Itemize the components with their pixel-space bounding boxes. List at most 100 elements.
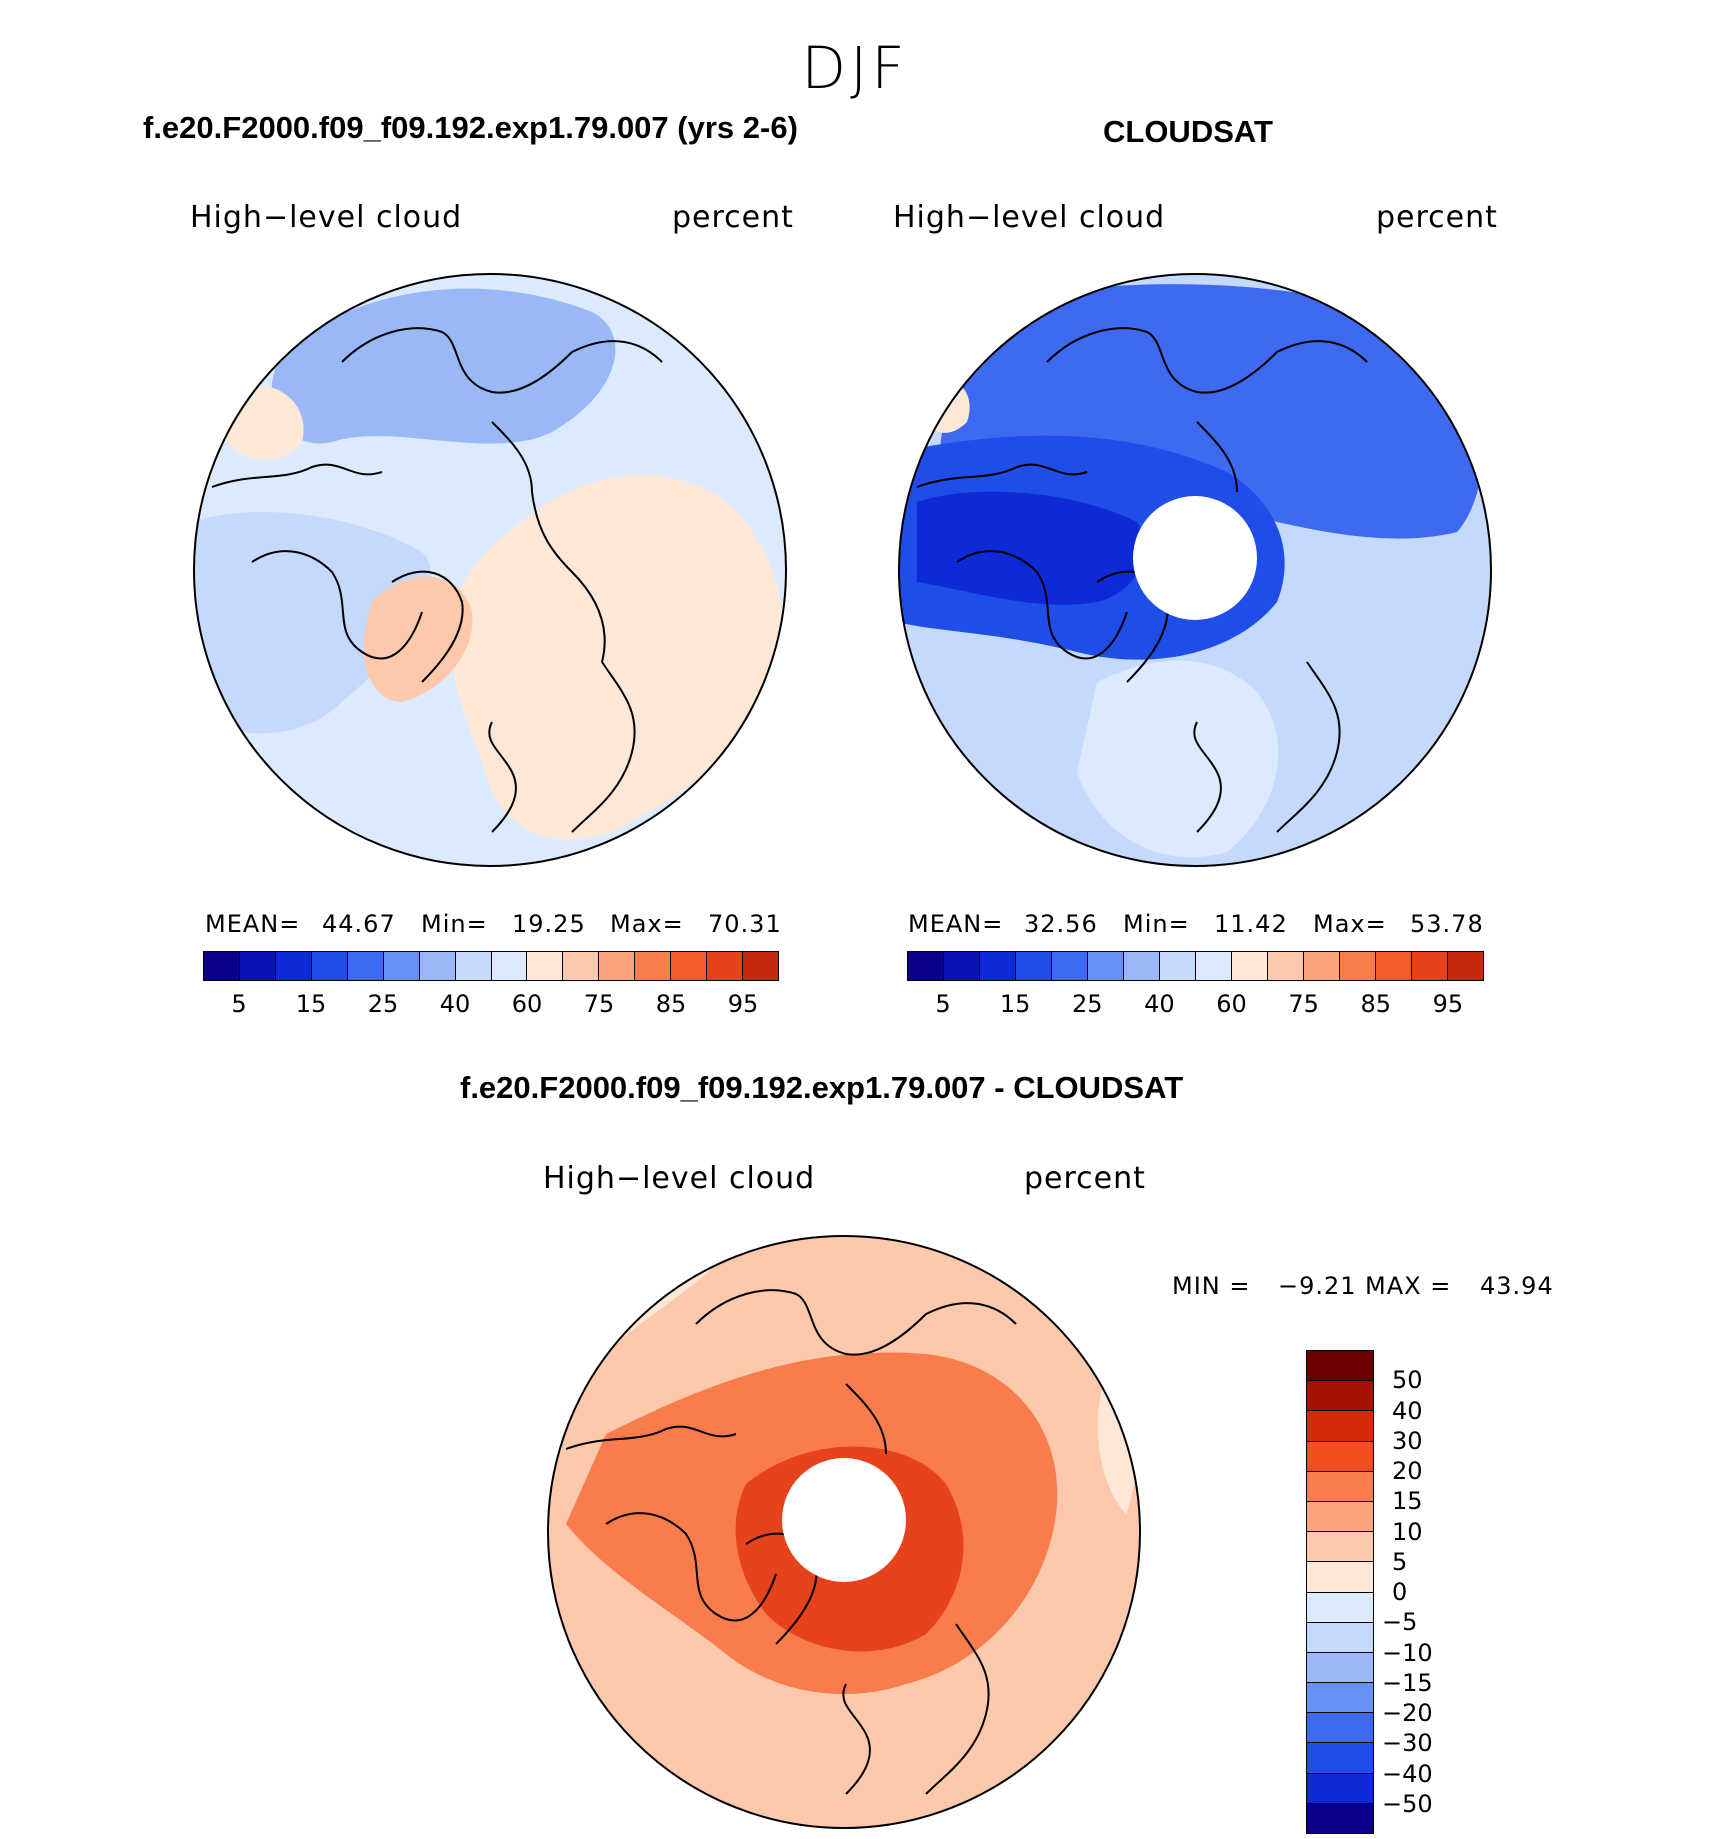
diff-variable-label: High−level cloud	[543, 1161, 816, 1196]
colorbar-swatch	[275, 952, 312, 980]
colorbar-tick-label: 60	[1216, 990, 1247, 1018]
colorbar-tick-label: 95	[1432, 990, 1464, 1018]
model-mean-label: MEAN=	[205, 910, 301, 938]
obs-colorbar	[907, 951, 1484, 981]
obs-min-label: Min=	[1123, 910, 1190, 938]
colorbar-tick-label: 15	[1392, 1487, 1423, 1516]
colorbar-swatch	[1268, 952, 1304, 980]
colorbar-swatch	[1307, 1411, 1373, 1442]
colorbar-swatch	[671, 952, 708, 980]
colorbar-swatch	[383, 952, 420, 980]
colorbar-swatch	[707, 952, 744, 980]
colorbar-tick-label: 15	[295, 990, 327, 1018]
colorbar-swatch	[455, 952, 492, 980]
obs-canada-fill	[917, 491, 1145, 605]
obs-atlantic-fill	[1077, 660, 1279, 858]
diff-pole-hole	[782, 1458, 906, 1582]
colorbar-swatch	[1340, 952, 1376, 980]
colorbar-swatch	[1307, 1351, 1373, 1382]
colorbar-swatch	[419, 952, 456, 980]
colorbar-tick-label: 15	[999, 990, 1031, 1018]
colorbar-tick-label: 10	[1392, 1517, 1423, 1546]
colorbar-swatch	[491, 952, 528, 980]
diff-colorbar	[1306, 1350, 1374, 1834]
diff-units-label: percent	[1024, 1161, 1146, 1196]
colorbar-swatch	[1307, 1592, 1373, 1623]
colorbar-swatch	[1124, 952, 1160, 980]
colorbar-tick-label: 50	[1392, 1366, 1423, 1395]
colorbar-swatch	[1088, 952, 1124, 980]
colorbar-swatch	[1304, 952, 1340, 980]
colorbar-swatch	[1196, 952, 1232, 980]
model-min-value: 19.25	[512, 910, 586, 938]
colorbar-tick-label: −50	[1382, 1789, 1433, 1818]
colorbar-tick-label: 75	[583, 990, 615, 1018]
obs-mean-value: 32.56	[1024, 910, 1098, 938]
colorbar-tick-label: −10	[1382, 1638, 1433, 1667]
colorbar-swatch	[1052, 952, 1088, 980]
diff-max-value: 43.94	[1480, 1272, 1554, 1300]
obs-mean-label: MEAN=	[908, 910, 1004, 938]
model-panel-title: f.e20.F2000.f09_f09.192.exp1.79.007 (yrs…	[143, 110, 798, 145]
model-mean-value: 44.67	[322, 910, 396, 938]
colorbar-swatch	[1160, 952, 1196, 980]
colorbar-swatch	[527, 952, 564, 980]
colorbar-swatch	[1307, 1803, 1373, 1833]
colorbar-tick-label: 60	[511, 990, 543, 1018]
colorbar-swatch	[1307, 1713, 1373, 1744]
model-max-label: Max=	[610, 910, 684, 938]
colorbar-swatch	[908, 952, 944, 980]
obs-pole-hole	[1133, 496, 1257, 620]
colorbar-tick-label: 85	[1360, 990, 1392, 1018]
model-pacific-fill	[271, 288, 616, 444]
colorbar-swatch	[1307, 1683, 1373, 1714]
colorbar-swatch	[635, 952, 672, 980]
colorbar-swatch	[1376, 952, 1412, 980]
colorbar-tick-label: 25	[367, 990, 399, 1018]
obs-panel-title: CLOUDSAT	[1103, 114, 1273, 149]
obs-variable-label: High−level cloud	[893, 200, 1166, 235]
colorbar-swatch	[563, 952, 600, 980]
colorbar-swatch	[1307, 1562, 1373, 1593]
colorbar-tick-label: 40	[439, 990, 471, 1018]
colorbar-tick-label: 0	[1392, 1578, 1408, 1606]
colorbar-swatch	[1307, 1471, 1373, 1502]
colorbar-swatch	[944, 952, 980, 980]
colorbar-swatch	[1307, 1743, 1373, 1774]
colorbar-tick-label: 40	[1392, 1396, 1423, 1425]
colorbar-tick-label: 5	[1392, 1547, 1408, 1576]
model-colorbar	[203, 951, 779, 981]
model-polar-map	[193, 273, 787, 867]
colorbar-tick-label: −20	[1382, 1699, 1433, 1727]
model-atlantic-fill	[450, 475, 786, 840]
colorbar-swatch	[1307, 1622, 1373, 1653]
colorbar-tick-label: 25	[1072, 990, 1103, 1018]
colorbar-tick-label: −15	[1382, 1668, 1433, 1697]
obs-max-value: 53.78	[1410, 910, 1484, 938]
colorbar-tick-label: 5	[231, 990, 247, 1018]
colorbar-tick-label: 85	[655, 990, 687, 1018]
model-max-value: 70.31	[708, 910, 782, 938]
colorbar-swatch	[239, 952, 276, 980]
colorbar-swatch	[1307, 1441, 1373, 1472]
colorbar-swatch	[1232, 952, 1268, 980]
obs-polar-map	[898, 273, 1492, 867]
colorbar-swatch	[347, 952, 384, 980]
model-greenland-fill	[363, 576, 473, 702]
colorbar-swatch	[311, 952, 348, 980]
diff-min-label: MIN =	[1172, 1272, 1251, 1300]
colorbar-swatch	[1307, 1381, 1373, 1412]
model-coastline	[211, 327, 663, 833]
colorbar-swatch	[1448, 952, 1483, 980]
obs-max-label: Max=	[1313, 910, 1387, 938]
colorbar-swatch	[204, 952, 240, 980]
model-min-label: Min=	[421, 910, 488, 938]
colorbar-swatch	[1307, 1501, 1373, 1533]
colorbar-swatch	[1307, 1652, 1373, 1684]
obs-units-label: percent	[1376, 200, 1498, 235]
colorbar-swatch	[1307, 1773, 1373, 1804]
colorbar-swatch	[599, 952, 636, 980]
diff-max-label: MAX =	[1365, 1272, 1452, 1300]
diff-min-value: −9.21	[1278, 1272, 1357, 1300]
colorbar-tick-label: 20	[1392, 1457, 1423, 1485]
